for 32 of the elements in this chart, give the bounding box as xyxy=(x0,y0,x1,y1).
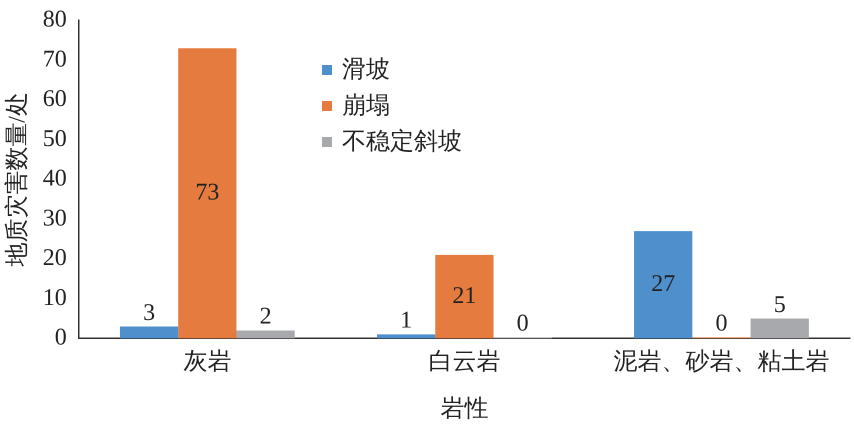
x-tick-label: 白云岩 xyxy=(428,349,500,376)
y-tick-label: 60 xyxy=(42,86,67,112)
y-tick-label: 0 xyxy=(54,324,67,351)
data-label: 2 xyxy=(260,304,272,330)
x-tick-label: 泥岩、砂岩、粘土岩 xyxy=(613,349,830,376)
x-axis-title: 岩性 xyxy=(440,396,488,422)
bar xyxy=(750,318,809,338)
bar xyxy=(435,254,494,338)
data-label: 21 xyxy=(452,282,476,309)
y-tick-label: 40 xyxy=(42,166,67,192)
y-tick-label: 30 xyxy=(42,205,67,232)
data-label: 3 xyxy=(143,300,156,326)
legend-label: 不稳定斜坡 xyxy=(342,128,462,157)
y-tick-label: 50 xyxy=(42,126,67,152)
data-label: 1 xyxy=(400,308,412,334)
y-tick-label: 80 xyxy=(42,6,67,33)
data-label: 73 xyxy=(195,180,220,206)
data-label: 0 xyxy=(715,310,728,337)
bar xyxy=(120,326,178,338)
x-tick-label: 灰岩 xyxy=(183,349,232,376)
bar xyxy=(236,330,295,338)
data-label: 0 xyxy=(516,310,529,337)
bar xyxy=(178,48,236,338)
data-label: 27 xyxy=(651,271,676,298)
y-tick-label: 20 xyxy=(42,245,67,272)
y-axis-title: 地质灾害数量/处 xyxy=(4,92,31,268)
y-tick-label: 10 xyxy=(42,284,67,311)
bar xyxy=(634,231,692,338)
legend-label: 崩塌 xyxy=(342,92,390,121)
data-label: 5 xyxy=(774,292,786,318)
y-tick-label: 70 xyxy=(42,46,67,72)
legend-label: 滑坡 xyxy=(342,56,390,85)
